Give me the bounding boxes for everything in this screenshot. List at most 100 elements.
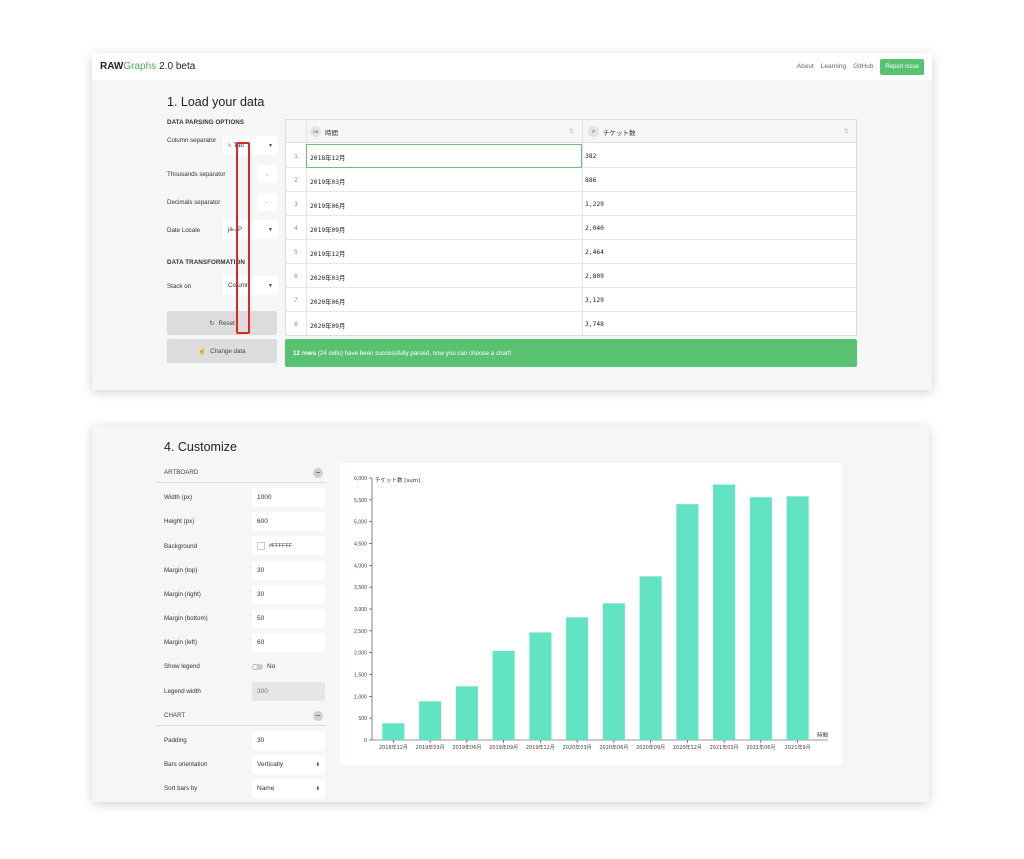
top-nav: About Learning GitHub Report issue — [796, 58, 924, 75]
date-locale-select[interactable]: ja-JP ▼ — [223, 220, 278, 239]
y-tick-label: 3,500 — [354, 585, 367, 591]
collapse-icon[interactable]: − — [313, 711, 323, 721]
grid-header — [286, 120, 856, 143]
table-row[interactable]: 5 2019年12月 2,464 — [286, 240, 856, 264]
reset-button[interactable]: ↻ Reset — [167, 311, 277, 335]
y-tick-label: 1,000 — [354, 694, 367, 700]
width-label: Width (px) — [164, 494, 193, 501]
margin-left-label: Margin (left) — [164, 639, 198, 646]
nav-about-link[interactable]: About — [796, 63, 814, 70]
color-swatch[interactable] — [257, 541, 265, 550]
margin-right-label: Margin (right) — [164, 591, 201, 598]
chevron-down-icon: ▼ — [268, 282, 273, 289]
bar — [382, 723, 405, 740]
show-legend-value: No — [267, 663, 276, 670]
x-tick-label: 2020年12月 — [673, 744, 702, 751]
table-row[interactable]: 2 2019年03月 886 — [286, 168, 856, 192]
x-tick-label: 2021年03月 — [710, 744, 739, 751]
margin-right-input[interactable]: 30 — [252, 585, 325, 604]
toggle-switch[interactable] — [252, 663, 263, 670]
decimals-separator-label: Decimals separator — [167, 199, 221, 206]
column-header-time[interactable]: Aa 時間 — [310, 120, 338, 143]
success-message: (24 cells) have been successfully parsed… — [317, 349, 512, 357]
background-color-input[interactable]: #FFFFFF — [252, 536, 325, 555]
column-header-tickets[interactable]: # チケット数 — [588, 120, 636, 143]
number-type-icon: # — [588, 126, 599, 137]
y-tick-label: 2,500 — [354, 629, 367, 635]
stack-on-label: Stack on — [167, 283, 192, 290]
thousands-separator-input[interactable]: , — [257, 165, 277, 183]
nav-github-link[interactable]: GitHub — [853, 63, 874, 70]
bar — [639, 576, 662, 740]
parse-success-banner: 12 rows (24 cells) have been successfull… — [285, 339, 857, 367]
text-type-icon: Aa — [310, 126, 321, 137]
height-input[interactable]: 600 — [252, 512, 325, 531]
bar — [713, 484, 736, 740]
report-issue-button[interactable]: Report issue — [880, 58, 924, 75]
x-tick-label: 2019年03月 — [416, 744, 445, 751]
bar-chart: 0 500 1,000 1,500 2,000 2,500 3,000 3,500 4,000 4… — [354, 476, 829, 751]
highlight-annotation-box — [236, 142, 250, 334]
bars-orientation-select[interactable]: Vertically ⬍ — [252, 755, 325, 774]
margin-left-input[interactable]: 60 — [252, 633, 325, 652]
x-tick-label: 2021年9月 — [785, 744, 811, 751]
chart-section-header[interactable]: CHART − — [156, 706, 326, 726]
table-row[interactable]: 3 2019年06月 1,229 — [286, 192, 856, 216]
artboard-section-header[interactable]: ARTBOARD − — [156, 463, 326, 483]
column-separator-value: Tab — [233, 142, 244, 149]
stack-on-select[interactable]: Column ▼ — [223, 276, 278, 295]
column-separator-label: Column separator — [167, 137, 217, 144]
decimals-separator-input[interactable]: . — [257, 193, 277, 211]
bar — [602, 603, 625, 740]
background-value: #FFFFFF — [269, 542, 293, 549]
bar — [529, 632, 552, 740]
table-row[interactable]: 7 2020年06月 3,129 — [286, 288, 856, 312]
hand-icon: ☝ — [198, 348, 207, 355]
y-tick-label: 4,500 — [354, 542, 367, 548]
x-tick-label: 2020年03月 — [563, 744, 592, 751]
x-tick-label: 2021年06月 — [746, 744, 775, 751]
table-row[interactable]: 4 2019年09月 2,040 — [286, 216, 856, 240]
column-divider — [582, 120, 583, 335]
column-separator-select[interactable]: \t Tab ▼ — [223, 136, 278, 155]
x-axis-title: 時間 — [817, 731, 829, 739]
load-data-title: 1. Load your data — [167, 95, 265, 109]
collapse-icon[interactable]: − — [313, 468, 323, 478]
sort-bars-label: Sort bars by — [164, 785, 198, 792]
app-logo[interactable]: RAWGraphs 2.0 beta — [100, 61, 196, 72]
padding-label: Padding — [164, 737, 187, 744]
margin-top-input[interactable]: 30 — [252, 561, 325, 580]
padding-input[interactable]: 30 — [252, 731, 325, 750]
artboard-heading: ARTBOARD — [164, 469, 199, 476]
height-label: Height (px) — [164, 518, 195, 525]
reset-label: Reset — [218, 319, 235, 327]
success-row-count: 12 rows — [293, 349, 317, 357]
margin-top-label: Margin (top) — [164, 567, 198, 574]
bar — [492, 650, 515, 740]
sort-icon[interactable]: ⇅ — [844, 129, 850, 135]
selected-cell — [306, 144, 582, 168]
change-data-button[interactable]: ☝ Change data — [167, 339, 277, 363]
y-tick-label: 6,000 — [354, 476, 367, 482]
margin-bottom-input[interactable]: 50 — [252, 609, 325, 628]
bar — [455, 686, 478, 740]
chevron-down-icon: ▼ — [268, 142, 273, 149]
show-legend-toggle[interactable]: No — [252, 657, 325, 676]
updown-icon: ⬍ — [315, 785, 320, 792]
bar — [786, 496, 809, 740]
change-data-label: Change data — [210, 347, 246, 355]
legend-width-input: 300 — [252, 682, 325, 701]
y-tick-label: 5,500 — [354, 498, 367, 504]
bar — [676, 504, 699, 740]
x-tick-label: 2019年09月 — [489, 744, 518, 751]
sort-bars-select[interactable]: Name ⬍ — [252, 779, 325, 798]
customize-title: 4. Customize — [164, 440, 237, 454]
column-header-time-label: 時間 — [325, 129, 338, 137]
y-tick-label: 5,000 — [354, 520, 367, 526]
table-row[interactable]: 6 2020年03月 2,809 — [286, 264, 856, 288]
sort-icon[interactable]: ⇅ — [569, 129, 575, 135]
width-input[interactable]: 1000 — [252, 488, 325, 507]
refresh-icon: ↻ — [209, 319, 215, 327]
table-row[interactable]: 8 2020年09月 3,748 — [294, 321, 604, 330]
nav-learning-link[interactable]: Learning — [820, 63, 847, 70]
